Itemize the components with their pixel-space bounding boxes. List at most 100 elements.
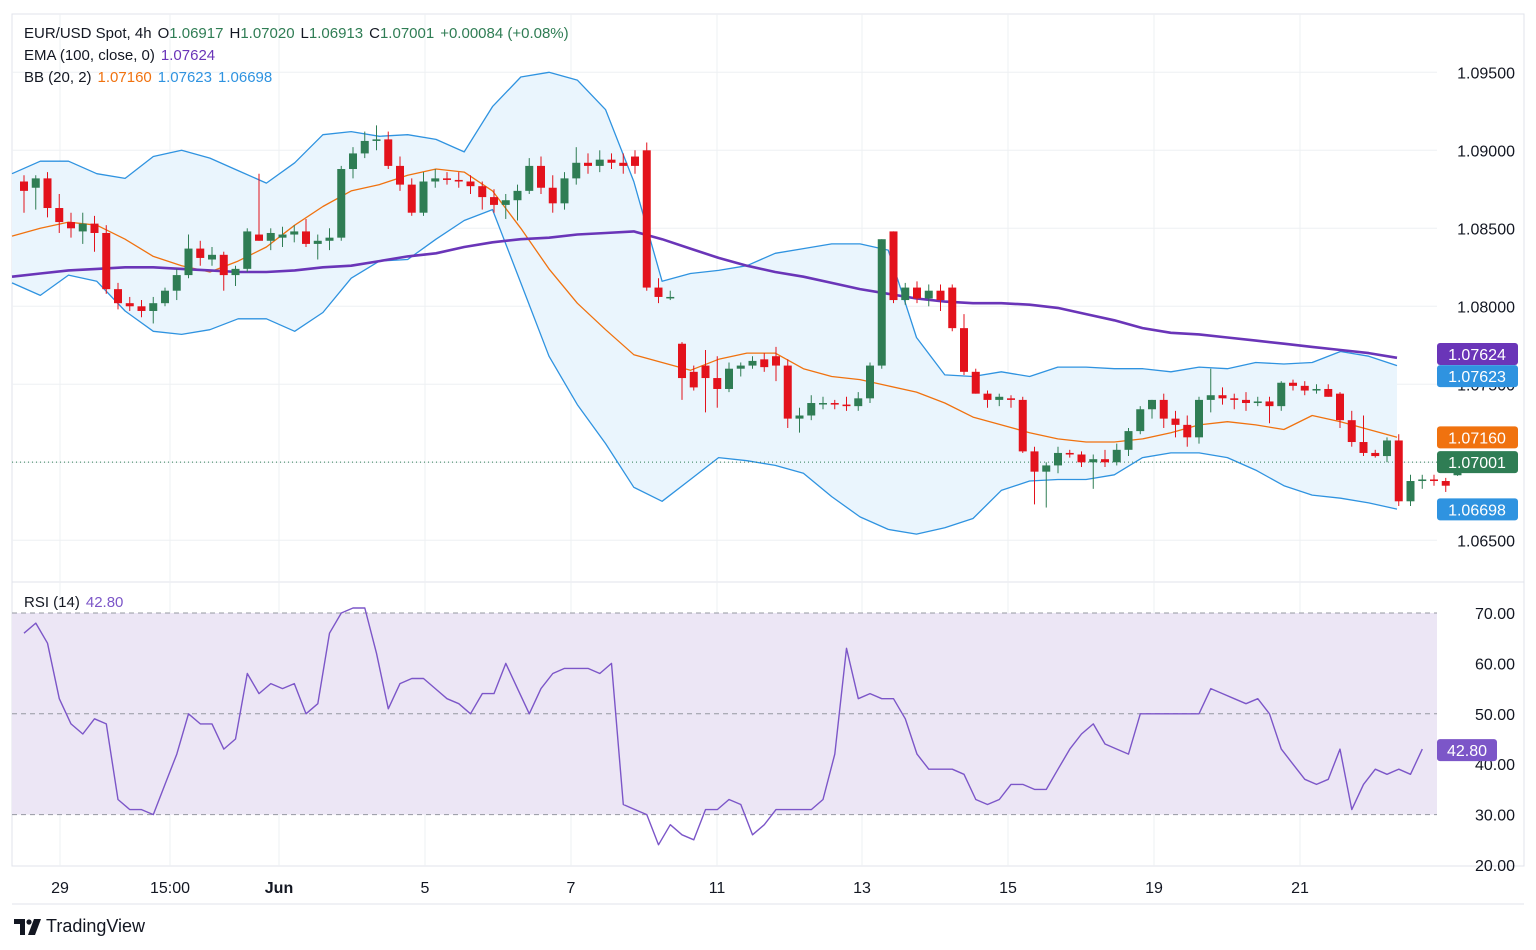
candle-body	[748, 360, 757, 366]
candle-body	[360, 140, 369, 154]
ema-label: EMA (100, close, 0)	[24, 47, 155, 64]
candle-body	[725, 368, 733, 389]
candle-body	[1007, 398, 1015, 400]
candle-body	[1018, 399, 1027, 452]
candle-body	[478, 186, 487, 198]
candle-body	[819, 403, 827, 405]
candle-body	[1359, 442, 1368, 453]
candle-body	[666, 296, 675, 299]
bb-basis-value: 1.07160	[97, 69, 152, 86]
candle-body	[1253, 401, 1262, 404]
price-axis-label: 1.08500	[1457, 221, 1515, 238]
candle-body	[1195, 399, 1203, 438]
time-axis-label: 5	[421, 880, 430, 897]
candle-body	[1042, 465, 1051, 472]
candle-body	[1441, 481, 1450, 486]
bb-legend[interactable]: BB (20, 2) 1.07160 1.07623 1.06698	[24, 68, 278, 88]
candle-body	[1324, 388, 1333, 397]
candle-body	[20, 181, 28, 191]
time-axis-label: 21	[1291, 880, 1309, 897]
rsi-legend[interactable]: RSI (14) 42.80	[24, 593, 129, 613]
candle-body	[936, 290, 945, 301]
price-tag	[1437, 365, 1518, 388]
tradingview-brand[interactable]: TradingView	[14, 916, 145, 937]
candle-body	[1289, 382, 1297, 386]
bb-fill-area	[12, 72, 1397, 535]
candle-body	[1418, 479, 1427, 482]
candle-body	[1206, 395, 1215, 400]
rsi-axis-label: 70.00	[1475, 606, 1515, 623]
price-tag-label: 1.07001	[1448, 455, 1506, 472]
price-tag	[1437, 426, 1518, 449]
candle-body	[689, 371, 698, 388]
candle-body	[701, 365, 710, 379]
time-axis-label: 19	[1145, 880, 1163, 897]
candle-body	[560, 178, 569, 204]
candle-body	[1242, 399, 1250, 404]
candle-body	[877, 239, 886, 366]
open-label: O	[157, 25, 170, 42]
symbol-label[interactable]: EUR/USD Spot, 4h	[24, 25, 152, 42]
candle-body	[349, 153, 357, 170]
candle-body	[584, 162, 592, 166]
candle-body	[854, 398, 863, 407]
candle-body	[795, 415, 804, 419]
candle-body	[866, 365, 874, 399]
rsi-axis-label: 50.00	[1475, 707, 1515, 724]
ema-value: 1.07624	[160, 47, 216, 64]
candle-body	[1430, 479, 1438, 482]
ema-legend[interactable]: EMA (100, close, 0) 1.07624	[24, 46, 221, 66]
candle-body	[490, 197, 498, 205]
close-label: C	[369, 25, 380, 42]
candle-body	[1218, 395, 1227, 399]
rsi-axis-label: 20.00	[1475, 858, 1515, 875]
candle-body	[960, 328, 968, 372]
close-value: 1.07001	[379, 25, 435, 42]
candle-body	[31, 178, 40, 188]
candle-body	[208, 254, 216, 260]
rsi-axis-label: 30.00	[1475, 808, 1515, 825]
candle-body	[1112, 449, 1121, 463]
bb-lower-value: 1.06698	[218, 69, 273, 86]
candle-body	[1371, 452, 1380, 457]
candle-body	[513, 190, 522, 201]
price-axis-label: 1.09500	[1457, 65, 1515, 82]
candle-body	[313, 240, 322, 244]
candle-body	[736, 365, 745, 369]
candle-body	[172, 275, 181, 291]
candle-body	[1230, 398, 1239, 400]
bb-upper-line	[11, 71, 1398, 378]
candle-body	[913, 287, 921, 299]
candle-body	[114, 289, 122, 304]
candle-body	[1406, 481, 1415, 502]
candle-body	[219, 254, 228, 276]
candle-body	[454, 179, 463, 182]
candle-body	[948, 287, 957, 329]
candle-body	[396, 165, 404, 185]
candle-body	[1183, 424, 1192, 438]
candle-body	[1077, 454, 1086, 463]
time-axis-label: 29	[51, 880, 69, 897]
candle-body	[607, 159, 616, 163]
candle-body	[654, 287, 663, 297]
candle-body	[1101, 459, 1109, 463]
candle-body	[678, 343, 686, 379]
high-label: H	[229, 25, 241, 42]
candle-body	[642, 150, 651, 288]
time-axis-label: 15:00	[150, 880, 190, 897]
price-tag	[1437, 342, 1518, 365]
candle-body	[1054, 452, 1062, 466]
bb-label: BB (20, 2)	[24, 69, 92, 86]
candle-body	[619, 162, 628, 166]
time-axis-label: 15	[999, 880, 1017, 897]
price-tag-label: 1.07624	[1448, 347, 1506, 364]
candle-body	[407, 184, 416, 213]
price-tag	[1437, 498, 1518, 521]
candle-body	[772, 356, 780, 366]
candle-body	[255, 234, 263, 241]
candle-body	[1136, 409, 1145, 432]
price-tag-label: 1.06698	[1448, 502, 1506, 519]
candle-body	[90, 223, 99, 233]
candle-body	[1336, 393, 1344, 421]
